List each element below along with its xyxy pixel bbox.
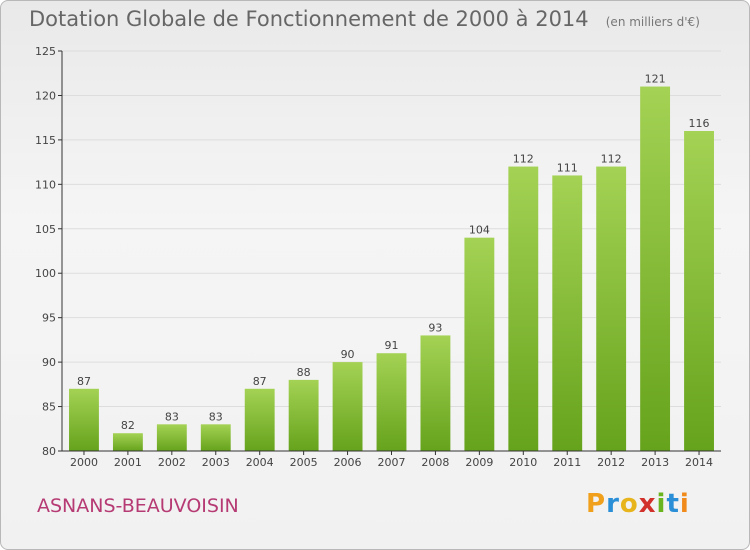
- x-tick-label: 2005: [290, 456, 318, 469]
- x-tick-label: 2003: [202, 456, 230, 469]
- data-label: 93: [428, 321, 442, 334]
- proxiti-logo: Proxiti: [586, 489, 690, 519]
- logo-letter: i: [679, 489, 690, 519]
- bar: [376, 353, 407, 451]
- bar: [244, 388, 275, 451]
- data-label: 88: [297, 366, 311, 379]
- place-name: ASNANS-BEAUVOISIN: [37, 495, 239, 517]
- data-label: 90: [341, 348, 355, 361]
- data-label: 82: [121, 419, 135, 432]
- data-label: 111: [557, 161, 578, 174]
- x-tick-label: 2006: [334, 456, 362, 469]
- bar: [508, 166, 539, 452]
- data-label: 112: [513, 153, 534, 166]
- y-tick-label: 80: [42, 445, 56, 458]
- bar: [684, 131, 714, 451]
- x-tick-label: 2012: [597, 456, 625, 469]
- y-tick-label: 115: [35, 134, 56, 147]
- bar: [640, 86, 671, 452]
- bar: [112, 433, 143, 451]
- x-tick-label: 2009: [465, 456, 493, 469]
- data-label: 87: [77, 375, 91, 388]
- y-tick-label: 90: [42, 356, 56, 369]
- data-label: 121: [645, 73, 666, 86]
- bar: [288, 379, 319, 451]
- chart-unit: (en milliers d'€): [605, 15, 700, 29]
- x-tick-label: 2004: [246, 456, 274, 469]
- axes: [58, 50, 721, 455]
- y-tick-label: 95: [42, 312, 56, 325]
- data-label: 83: [209, 410, 223, 423]
- bar: [156, 424, 187, 451]
- x-tick-label: 2002: [158, 456, 186, 469]
- x-tick-label: 2011: [553, 456, 581, 469]
- y-tick-label: 85: [42, 401, 56, 414]
- logo-letter: i: [656, 489, 667, 519]
- x-tick-label: 2010: [509, 456, 537, 469]
- y-tick-label: 125: [35, 45, 56, 58]
- logo-letter: t: [666, 489, 680, 519]
- y-tick-label: 100: [35, 267, 56, 280]
- x-tick-label: 2007: [378, 456, 406, 469]
- data-label: 83: [165, 410, 179, 423]
- x-tick-label: 2013: [641, 456, 669, 469]
- x-tick-label: 2001: [114, 456, 142, 469]
- chart-title: Dotation Globale de Fonctionnement de 20…: [29, 7, 589, 31]
- logo-letter: o: [619, 489, 639, 519]
- bars: [69, 86, 714, 452]
- bar: [332, 362, 363, 451]
- bar: [552, 175, 583, 451]
- bar: [596, 166, 627, 452]
- data-label: 104: [469, 224, 490, 237]
- y-tick-label: 120: [35, 89, 56, 102]
- bar: [200, 424, 231, 451]
- data-label: 87: [253, 375, 267, 388]
- data-label: 112: [601, 153, 622, 166]
- logo-letter: r: [606, 489, 620, 519]
- logo-letter: x: [638, 489, 657, 519]
- bar: [69, 388, 99, 451]
- title-row: Dotation Globale de Fonctionnement de 20…: [29, 7, 700, 31]
- data-label: 91: [385, 339, 399, 352]
- x-tick-label: 2008: [421, 456, 449, 469]
- data-label: 116: [689, 117, 710, 130]
- x-tick-label: 2014: [685, 456, 713, 469]
- labels: 80 85 90 95 100 105 110 115 120 125 87 2000 82 2001 83…: [35, 45, 713, 469]
- logo-letter: P: [586, 489, 607, 519]
- x-tick-label: 2000: [70, 456, 98, 469]
- bar: [464, 237, 495, 451]
- bar: [420, 335, 451, 451]
- y-tick-label: 110: [35, 178, 56, 191]
- y-tick-label: 105: [35, 223, 56, 236]
